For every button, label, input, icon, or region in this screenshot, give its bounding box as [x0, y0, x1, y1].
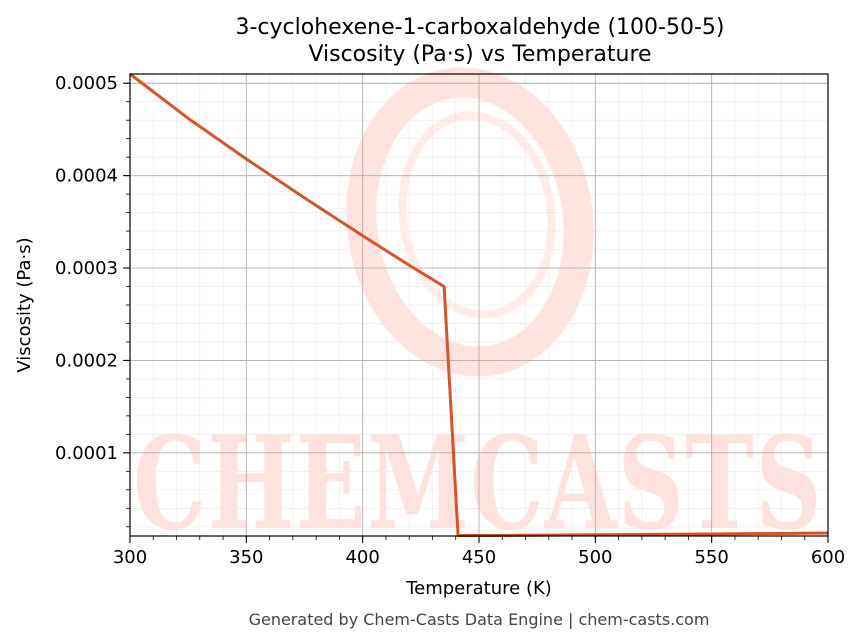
watermark-ring: [346, 67, 594, 377]
y-axis-label: Viscosity (Pa·s): [14, 237, 35, 372]
series-line-viscosity: [129, 72, 829, 538]
y-tick-label: 0.0004: [55, 166, 118, 187]
x-tick-label: 500: [578, 547, 612, 568]
y-tick-label: 0.0005: [55, 73, 118, 94]
y-tick-label: 0.0003: [55, 258, 118, 279]
y-axis: 0.0001 0.0002 0.0003 0.0004 0.0005: [55, 73, 130, 528]
x-tick-label: 550: [694, 547, 728, 568]
series-layer: [129, 72, 829, 538]
y-tick-label: 0.0001: [55, 443, 118, 464]
x-axis-label: Temperature (K): [405, 578, 552, 599]
x-tick-label: 450: [462, 547, 496, 568]
x-tick-label: 400: [345, 547, 379, 568]
x-axis: 300 350 400 450 500 550 600: [113, 536, 845, 568]
y-tick-label: 0.0002: [55, 350, 118, 371]
chart-title-line1: 3-cyclohexene-1-carboxaldehyde (100-50-5…: [235, 15, 724, 40]
footer-credit: Generated by Chem-Casts Data Engine | ch…: [249, 610, 710, 629]
x-tick-label: 600: [811, 547, 845, 568]
watermark: CHEMCASTS: [133, 67, 821, 559]
x-tick-label: 300: [113, 547, 147, 568]
x-tick-label: 350: [229, 547, 263, 568]
chart-title-line2: Viscosity (Pa·s) vs Temperature: [308, 42, 651, 67]
